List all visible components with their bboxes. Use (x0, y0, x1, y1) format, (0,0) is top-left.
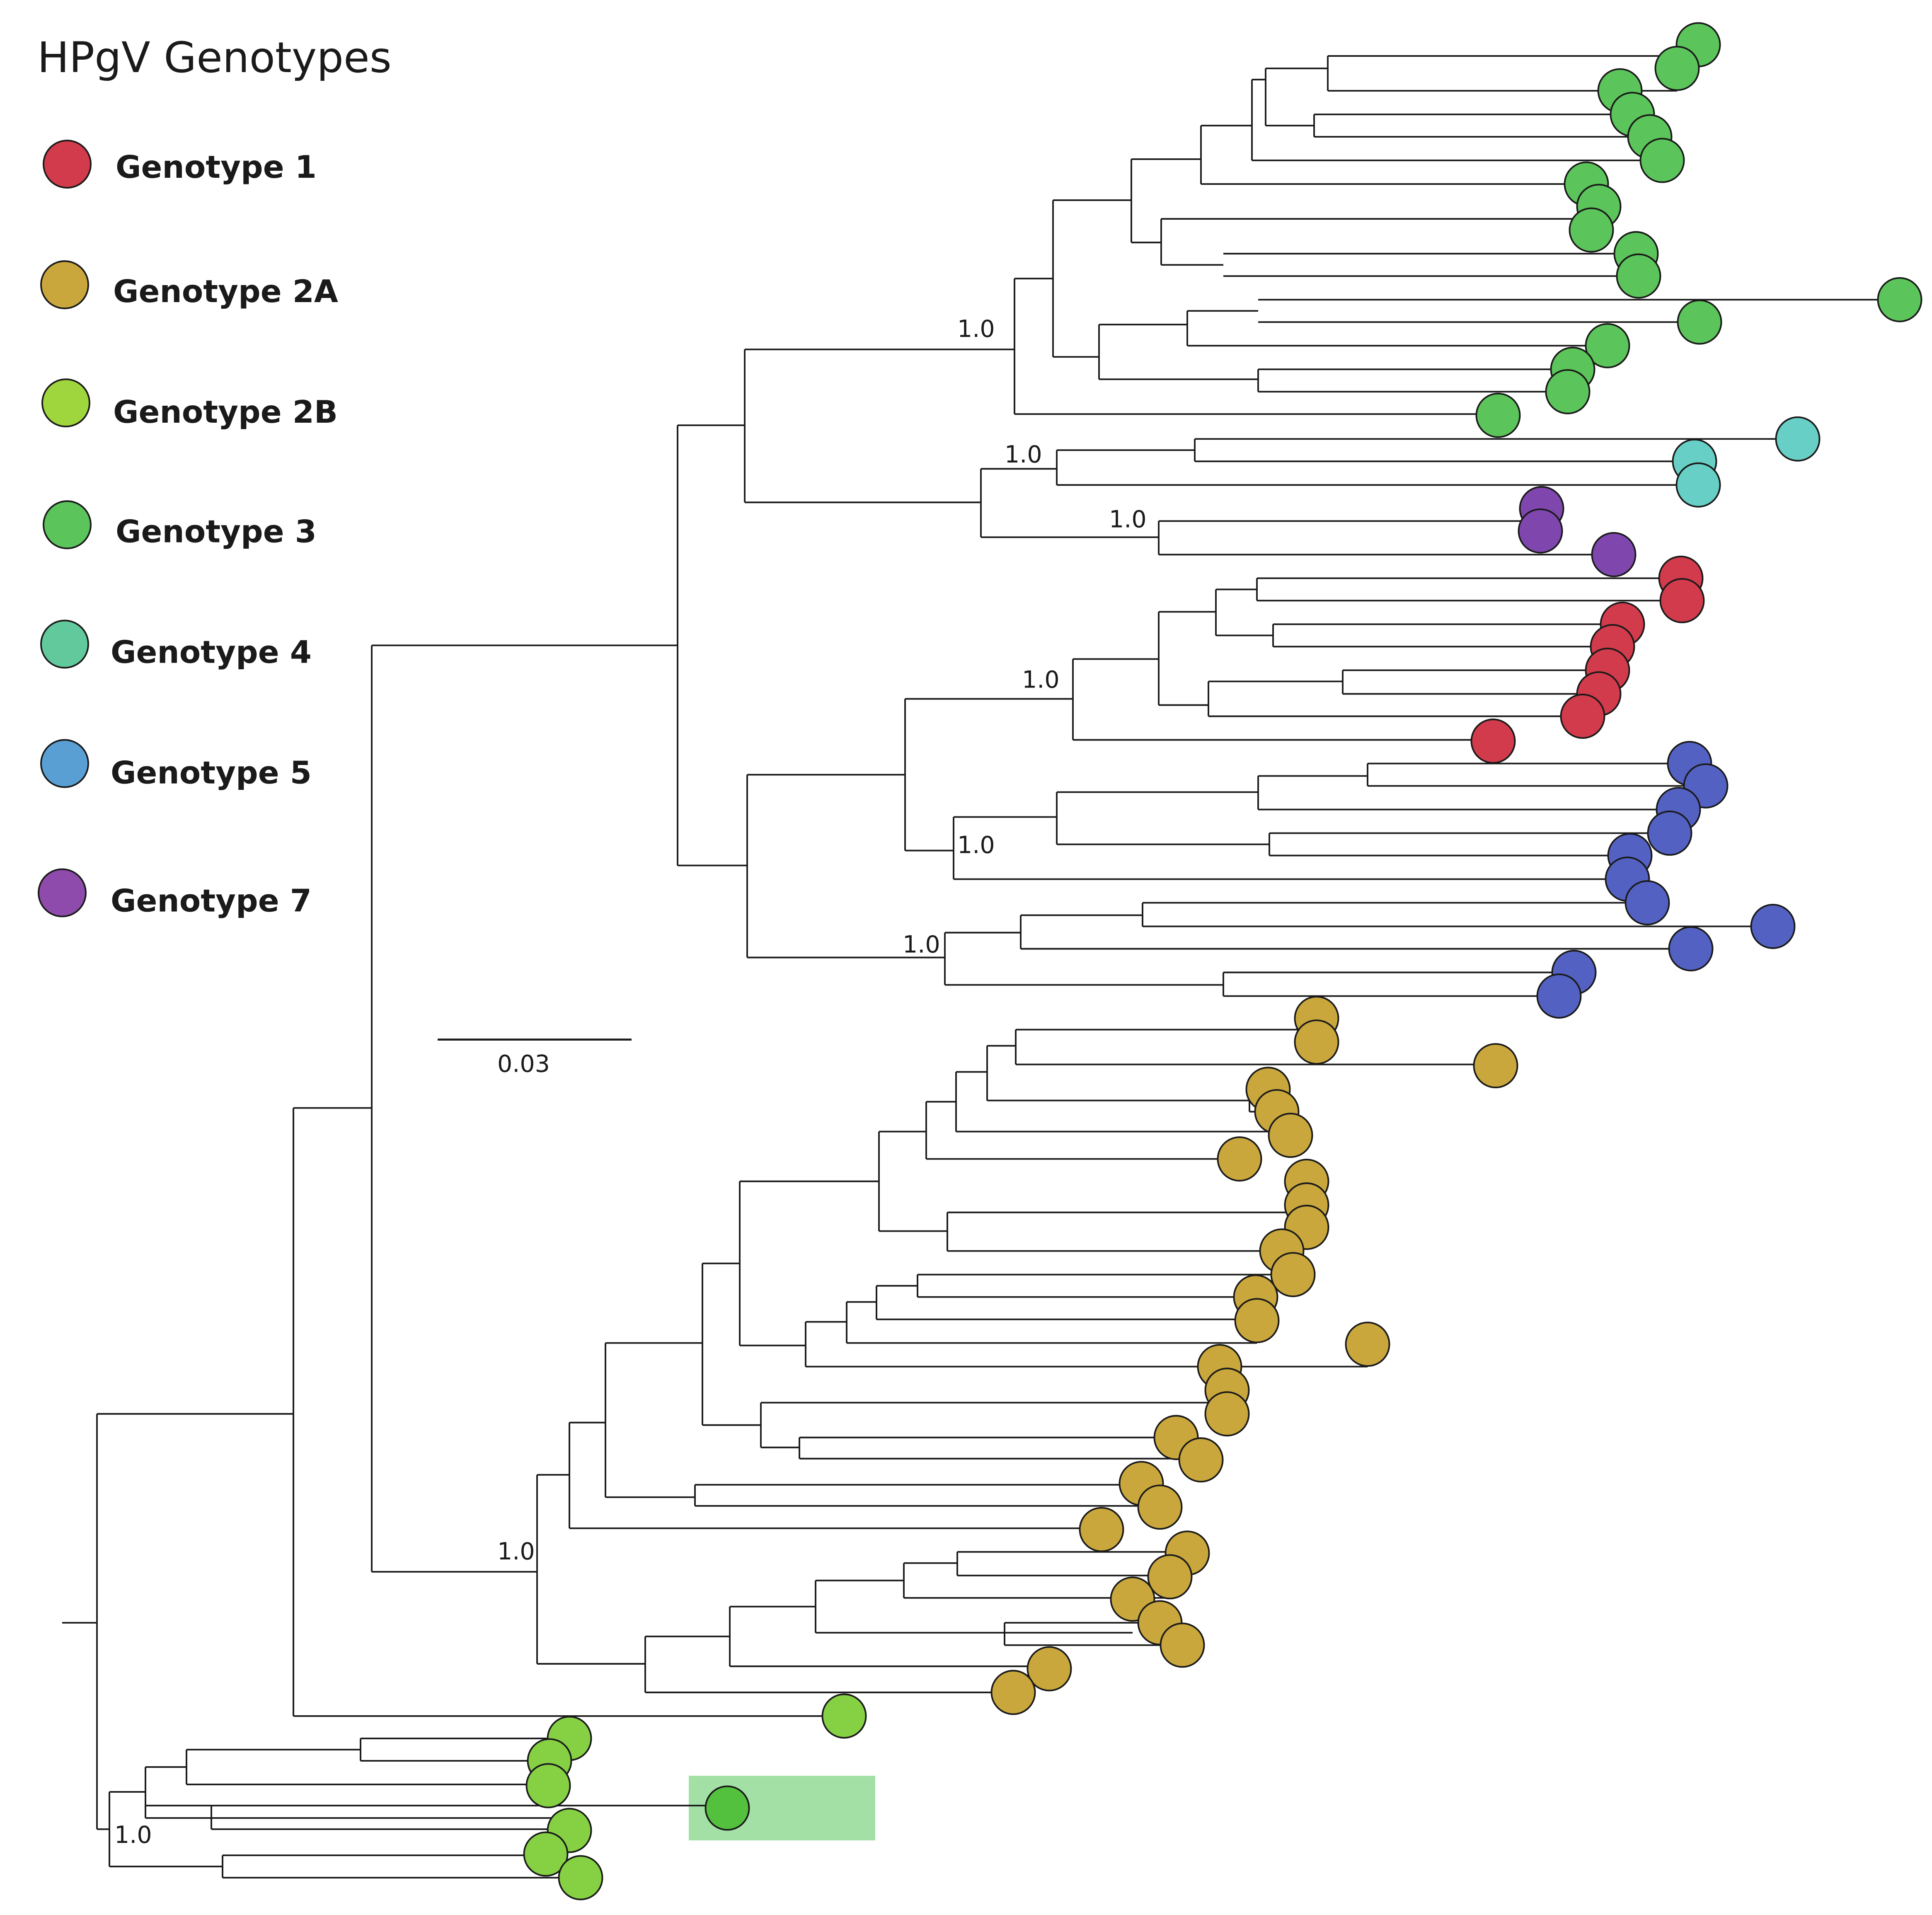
tip-marker (525, 1763, 571, 1808)
scale-bar-label: 0.03 (497, 1051, 550, 1078)
legend-item-genotype-7: Genotype 7 (38, 868, 312, 919)
tip-marker (1234, 1298, 1280, 1344)
tip-marker (1659, 578, 1705, 623)
legend: Genotype 1 Genotype 2A Genotype 2B Genot… (38, 140, 338, 919)
tip-marker (1591, 532, 1637, 577)
legend-swatch-genotype-2a (40, 260, 89, 310)
tip-marker (1877, 277, 1922, 322)
support-value: 1.0 (957, 315, 995, 343)
tip-marker (1204, 1391, 1250, 1437)
tip-marker (1473, 1043, 1518, 1089)
tip-marker (1616, 253, 1661, 299)
legend-label-genotype-3: Genotype 3 (116, 513, 317, 550)
tip-marker (1079, 1507, 1124, 1552)
tip-marker (705, 1785, 750, 1831)
tip-marker (1160, 1622, 1205, 1668)
tip-marker (1027, 1646, 1072, 1692)
legend-label-genotype-1: Genotype 1 (116, 149, 317, 185)
tip-marker (1668, 926, 1714, 971)
support-value: 1.0 (1022, 666, 1060, 693)
support-value: 1.0 (1109, 506, 1147, 533)
legend-label-genotype-5: Genotype 5 (111, 754, 312, 791)
support-value: 1.0 (114, 1821, 152, 1849)
tip-marker (1536, 973, 1582, 1019)
tree-branches (62, 55, 1900, 1879)
tip-marker (1639, 138, 1685, 183)
legend-label-genotype-7: Genotype 7 (111, 882, 312, 919)
tip-marker (1560, 693, 1605, 739)
tip-marker (1270, 1252, 1316, 1298)
tip-marker (1518, 508, 1563, 554)
scale-bar: 0.03 (438, 1039, 632, 1078)
support-value: 1.0 (957, 831, 995, 859)
legend-swatch-genotype-7 (38, 868, 87, 918)
legend-swatch-genotype-4 (40, 620, 89, 669)
legend-label-genotype-2b: Genotype 2B (113, 394, 338, 430)
tip-marker (1470, 718, 1516, 764)
tip-marker (1585, 323, 1630, 368)
legend-item-genotype-2a: Genotype 2A (40, 260, 338, 310)
legend-swatch-genotype-2b (41, 378, 90, 428)
support-value: 1.0 (903, 931, 940, 958)
legend-label-genotype-4: Genotype 4 (111, 634, 312, 670)
tip-marker (1345, 1322, 1390, 1367)
tip-marker (523, 1831, 569, 1877)
legend-swatch-genotype-1 (43, 140, 92, 189)
tip-marker (1147, 1554, 1193, 1600)
tip-marker (821, 1693, 867, 1739)
tip-marker (1545, 369, 1591, 414)
support-value: 1.0 (497, 1538, 535, 1565)
tip-marker (1178, 1437, 1224, 1483)
legend-swatch-genotype-3 (43, 500, 92, 550)
legend-item-genotype-4: Genotype 4 (40, 620, 312, 670)
tip-marker (1294, 1019, 1339, 1065)
tip-marker (1750, 904, 1796, 949)
tip-marker (990, 1670, 1036, 1715)
legend-swatch-genotype-5 (40, 739, 89, 788)
legend-item-genotype-5: Genotype 5 (40, 739, 312, 791)
tip-marker (1137, 1484, 1183, 1530)
legend-item-genotype-2b: Genotype 2B (41, 378, 338, 430)
legend-label-genotype-2a: Genotype 2A (113, 273, 338, 310)
tip-marker (558, 1855, 603, 1900)
tip-marker (1625, 880, 1670, 925)
support-value: 1.0 (1005, 441, 1042, 468)
tip-marker (1569, 207, 1614, 253)
support-values: 1.0 1.0 1.0 1.0 1.0 1.0 1.0 1.0 (114, 315, 1147, 1849)
tip-markers (523, 22, 1922, 1900)
tip-marker (1268, 1113, 1313, 1158)
legend-item-genotype-1: Genotype 1 (43, 140, 317, 189)
tip-marker (1775, 416, 1821, 462)
tip-marker (1217, 1136, 1262, 1182)
tip-marker (1475, 392, 1521, 438)
tip-marker (1647, 810, 1692, 856)
legend-item-genotype-3: Genotype 3 (43, 500, 317, 550)
figure-title: HPgV Genotypes (37, 33, 392, 82)
tip-marker (1675, 462, 1721, 508)
tip-marker (1654, 46, 1700, 91)
tip-marker (1677, 299, 1722, 345)
